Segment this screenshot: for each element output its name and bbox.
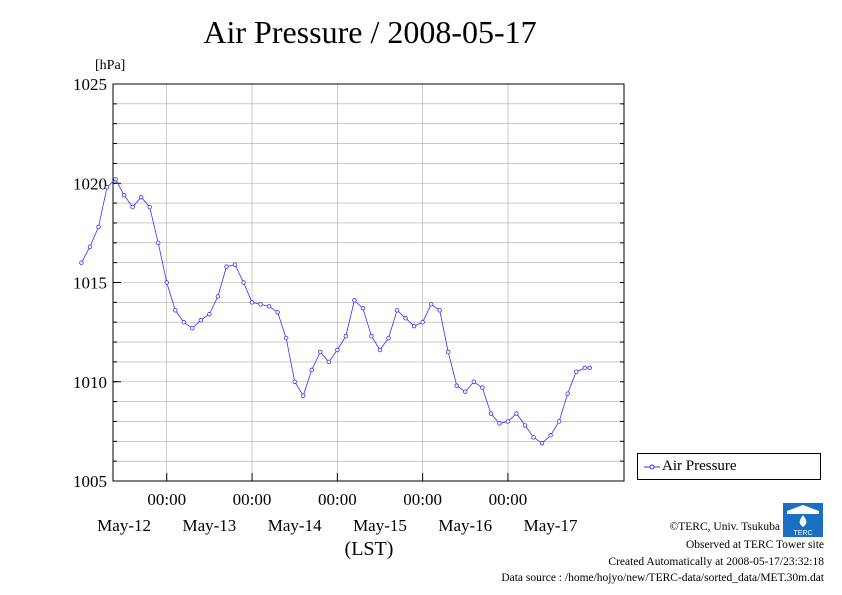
- data-point: [403, 316, 408, 321]
- data-point: [207, 312, 212, 317]
- data-point: [352, 298, 357, 303]
- series-air-pressure: [79, 177, 593, 446]
- data-point: [488, 411, 494, 416]
- data-point: [497, 421, 502, 426]
- credit-source: Data source : /home/hojyo/new/TERC-data/…: [501, 572, 824, 584]
- x-date-label: May-15: [353, 516, 407, 535]
- data-point: [454, 383, 459, 388]
- data-point: [505, 419, 511, 424]
- data-point: [548, 433, 553, 438]
- data-point: [173, 308, 178, 313]
- data-point: [377, 347, 383, 353]
- x-time-label: 00:00: [403, 490, 442, 509]
- data-point: [309, 367, 314, 373]
- data-point: [224, 264, 229, 269]
- x-date-label: May-12: [97, 516, 151, 535]
- x-time-label: 00:00: [489, 490, 528, 509]
- y-tick-label: 1025: [73, 75, 107, 94]
- credit-created: Created Automatically at 2008-05-17/23:3…: [608, 556, 824, 568]
- data-point: [480, 385, 485, 390]
- data-point: [318, 349, 323, 355]
- data-point: [96, 224, 101, 230]
- legend-swatch: [644, 464, 660, 470]
- data-point: [394, 308, 400, 313]
- data-point: [335, 347, 340, 353]
- data-point: [147, 204, 152, 210]
- data-point: [539, 441, 545, 446]
- axis-labels: 1005 1010 1015 1020 1025 [hPa] 00:00 00:00 00:00…: [73, 58, 578, 560]
- data-point: [369, 333, 374, 339]
- series-line: [81, 178, 590, 444]
- credit-observed: Observed at TERC Tower site: [685, 539, 824, 551]
- data-point: [292, 379, 297, 384]
- axis-ticks: [113, 83, 624, 482]
- x-date-label: May-17: [524, 516, 578, 535]
- x-time-label: 00:00: [318, 490, 357, 509]
- data-point: [343, 333, 349, 339]
- data-point: [215, 294, 221, 299]
- legend: Air Pressure: [637, 453, 821, 480]
- data-point: [190, 325, 195, 331]
- data-point: [587, 365, 593, 371]
- credit-copyright: ©TERC, Univ. Tsukuba: [669, 521, 780, 533]
- data-point: [79, 260, 84, 265]
- legend-label: Air Pressure: [662, 458, 737, 474]
- data-point: [275, 310, 280, 315]
- data-point: [386, 335, 391, 341]
- data-point: [198, 318, 204, 323]
- grid-lines: [113, 84, 624, 481]
- data-point: [130, 204, 135, 210]
- logo-text: TERC: [793, 530, 812, 537]
- data-point: [301, 393, 306, 398]
- x-axis-label: (LST): [345, 538, 394, 560]
- data-point: [573, 369, 579, 375]
- data-point: [437, 308, 442, 313]
- x-time-label: 00:00: [233, 490, 272, 509]
- data-point: [446, 349, 451, 355]
- data-point: [411, 323, 417, 329]
- data-point: [471, 379, 477, 384]
- data-point: [582, 365, 587, 371]
- data-point: [104, 185, 110, 190]
- data-point: [241, 280, 246, 285]
- data-point: [283, 335, 289, 341]
- x-date-label: May-16: [438, 516, 492, 535]
- y-tick-label: 1020: [73, 174, 107, 193]
- data-point: [565, 391, 570, 396]
- data-point: [138, 194, 144, 200]
- data-point: [463, 389, 468, 394]
- data-point: [156, 240, 161, 245]
- y-tick-label: 1010: [73, 373, 107, 392]
- data-point: [181, 320, 186, 325]
- terc-logo: TERC: [783, 503, 823, 537]
- data-point: [87, 244, 93, 249]
- chart-title: Air Pressure / 2008-05-17: [203, 14, 537, 50]
- data-point: [121, 192, 127, 198]
- data-point: [258, 302, 263, 307]
- data-point: [113, 177, 118, 182]
- data-point: [266, 304, 272, 309]
- data-point: [326, 359, 332, 365]
- data-point: [420, 320, 425, 325]
- y-tick-label: 1005: [73, 472, 107, 491]
- x-date-label: May-14: [268, 516, 322, 535]
- data-point: [249, 300, 255, 305]
- data-point: [428, 302, 434, 307]
- data-point: [522, 423, 528, 428]
- y-tick-label: 1015: [73, 274, 107, 293]
- data-point: [360, 306, 366, 311]
- data-point: [514, 411, 519, 416]
- data-point: [232, 262, 238, 267]
- y-axis-label: [hPa]: [95, 58, 125, 73]
- x-date-label: May-13: [182, 516, 236, 535]
- data-point: [556, 419, 562, 424]
- x-time-label: 00:00: [147, 490, 186, 509]
- data-point: [164, 280, 169, 285]
- data-point: [531, 435, 536, 440]
